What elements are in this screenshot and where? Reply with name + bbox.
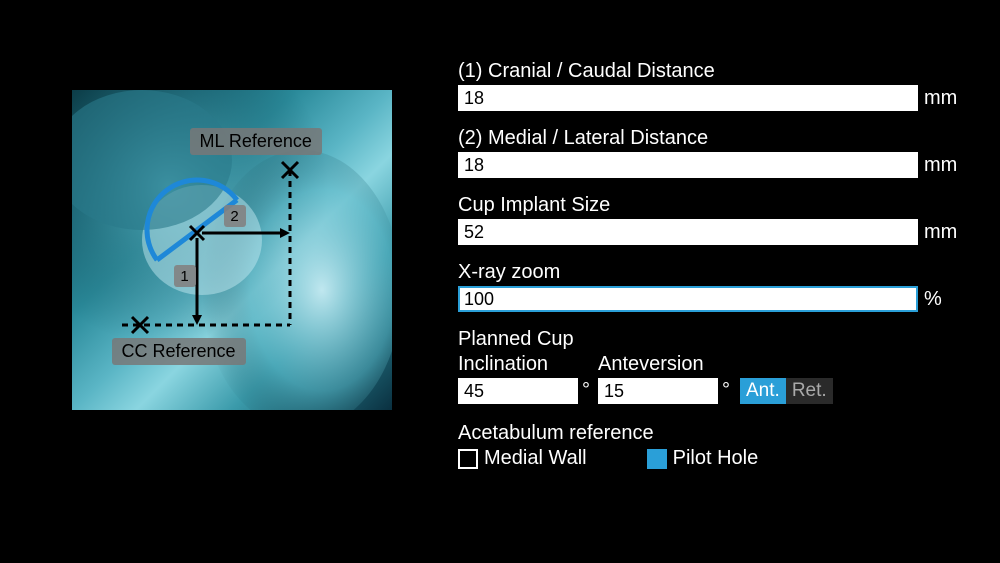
medial-wall-option[interactable]: Medial Wall: [458, 447, 587, 470]
medial-lateral-unit: mm: [924, 154, 960, 177]
inclination-label: Inclination: [458, 353, 578, 376]
cranial-caudal-unit: mm: [924, 87, 960, 110]
app-root: ML Reference CC Reference 1 2 (1) Crania…: [0, 0, 1000, 563]
inclination-col: Inclination: [458, 353, 578, 404]
planned-cup-group: Planned Cup Inclination ° Anteversion ° …: [458, 328, 960, 404]
badge-1: 1: [174, 265, 196, 287]
medial-lateral-input[interactable]: [458, 152, 918, 178]
badge-2: 2: [224, 205, 246, 227]
toggle-ret-button[interactable]: Ret.: [786, 378, 833, 404]
form-panel: (1) Cranial / Caudal Distance mm (2) Med…: [403, 60, 960, 523]
anteversion-unit: °: [722, 379, 730, 402]
medial-lateral-group: (2) Medial / Lateral Distance mm: [458, 127, 960, 178]
medial-lateral-label: (2) Medial / Lateral Distance: [458, 127, 960, 150]
anteversion-input[interactable]: [598, 378, 718, 404]
medial-wall-label: Medial Wall: [484, 447, 587, 470]
acetabulum-ref-label: Acetabulum reference: [458, 422, 960, 445]
medial-wall-checkbox[interactable]: [458, 449, 478, 469]
cc-reference-label: CC Reference: [112, 338, 246, 365]
pilot-hole-option[interactable]: Pilot Hole: [647, 447, 759, 470]
cup-size-group: Cup Implant Size mm: [458, 194, 960, 245]
cup-size-label: Cup Implant Size: [458, 194, 960, 217]
acetabulum-ref-group: Acetabulum reference Medial Wall Pilot H…: [458, 422, 960, 470]
ml-reference-label: ML Reference: [190, 128, 322, 155]
cup-size-unit: mm: [924, 221, 960, 244]
anteversion-toggle: Ant. Ret.: [740, 378, 833, 404]
pilot-hole-label: Pilot Hole: [673, 447, 759, 470]
inclination-unit: °: [582, 379, 590, 402]
xray-zoom-group: X-ray zoom %: [458, 261, 960, 312]
xray-zoom-unit: %: [924, 288, 960, 311]
inclination-input[interactable]: [458, 378, 578, 404]
xray-panel: ML Reference CC Reference 1 2: [60, 60, 403, 523]
xray-zoom-label: X-ray zoom: [458, 261, 960, 284]
cranial-caudal-label: (1) Cranial / Caudal Distance: [458, 60, 960, 83]
anteversion-col: Anteversion: [598, 353, 718, 404]
toggle-ant-button[interactable]: Ant.: [740, 378, 786, 404]
anteversion-label: Anteversion: [598, 353, 718, 376]
xray-image: ML Reference CC Reference 1 2: [72, 90, 392, 410]
xray-zoom-input[interactable]: [458, 286, 918, 312]
cranial-caudal-input[interactable]: [458, 85, 918, 111]
cranial-caudal-group: (1) Cranial / Caudal Distance mm: [458, 60, 960, 111]
pilot-hole-checkbox[interactable]: [647, 449, 667, 469]
cup-size-input[interactable]: [458, 219, 918, 245]
planned-cup-label: Planned Cup: [458, 328, 960, 351]
